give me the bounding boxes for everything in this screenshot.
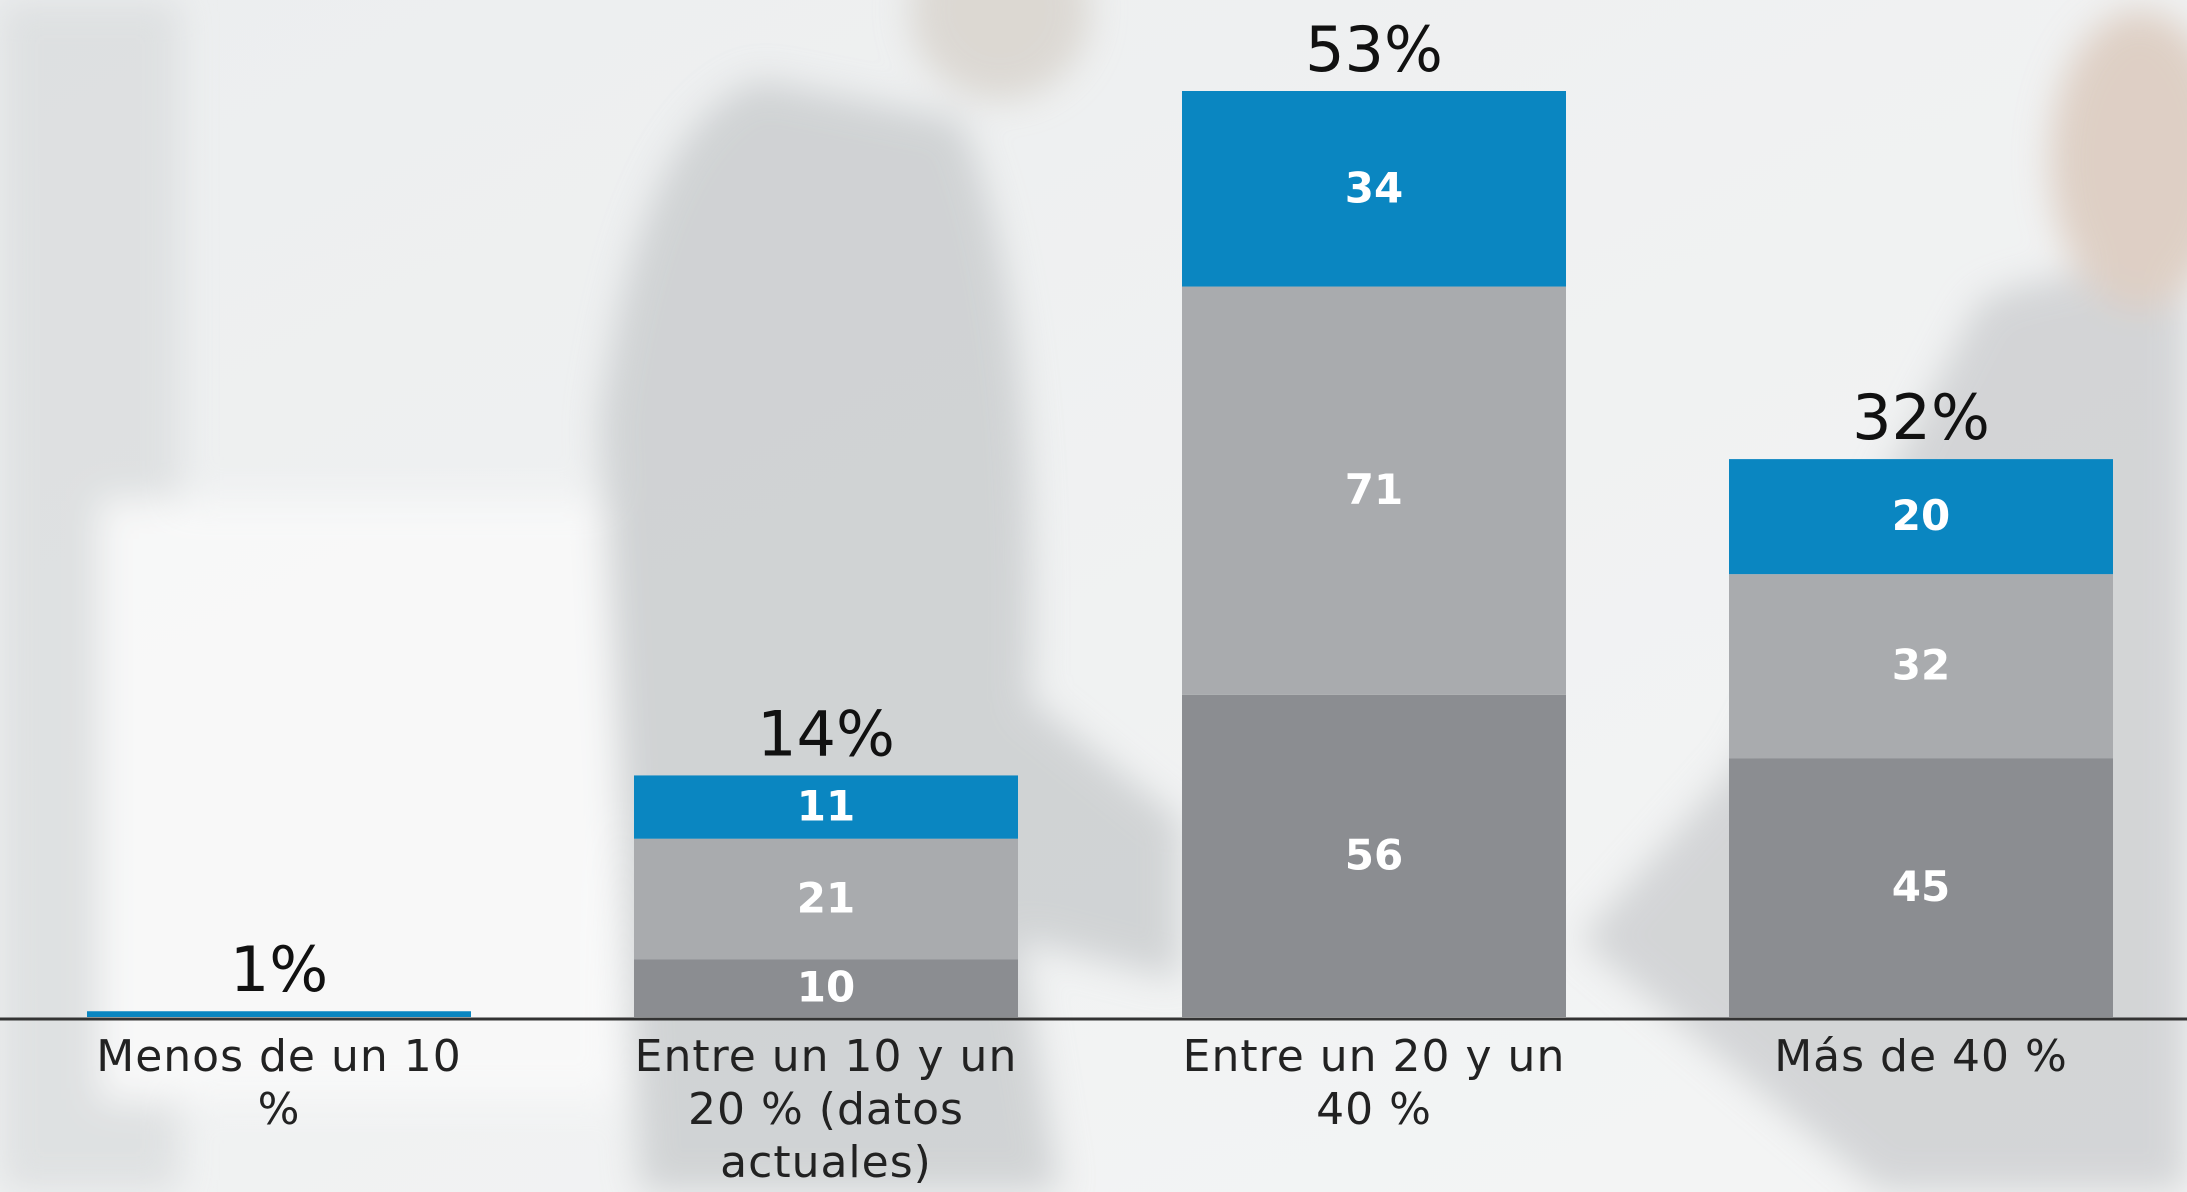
x-tick-label: Entre un 20 y un 40 %	[1164, 1030, 1584, 1136]
chart: 1% 10 21 11 14% 56 71 34 53% 45 32 20 32%	[0, 0, 2187, 1192]
segment-label: 11	[797, 782, 855, 831]
total-label: 1%	[230, 933, 328, 1006]
x-tick-label: Entre un 10 y un 20 % (datos actuales)	[616, 1030, 1036, 1189]
segment-label: 71	[1345, 465, 1403, 514]
bar-segment	[87, 1011, 471, 1017]
segment-label: 45	[1892, 862, 1950, 911]
segment-label: 56	[1345, 830, 1403, 879]
x-tick-label: Menos de un 10 %	[69, 1030, 489, 1136]
segment-label: 21	[797, 874, 855, 923]
x-tick-label: Más de 40 %	[1711, 1030, 2131, 1083]
total-label: 53%	[1305, 13, 1443, 86]
total-label: 14%	[757, 697, 895, 770]
segment-label: 10	[797, 963, 855, 1012]
segment-label: 20	[1892, 491, 1950, 540]
page: {"chart_data": {"type": "bar", "stacked"…	[0, 0, 2187, 1192]
segment-label: 34	[1345, 163, 1403, 212]
segment-label: 32	[1892, 641, 1950, 690]
total-label: 32%	[1852, 381, 1990, 454]
